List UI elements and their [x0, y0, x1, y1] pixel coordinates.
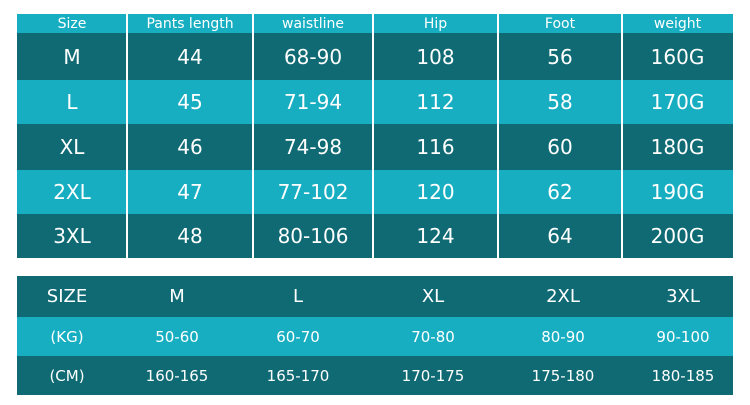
header-cell: XL: [421, 286, 445, 307]
table-cell: 200G: [622, 214, 733, 258]
table-cell: 44: [127, 33, 253, 80]
header-cell: 3XL: [666, 286, 700, 307]
column-divider: [372, 14, 374, 258]
table-cell: 74-98: [253, 124, 373, 170]
table-cell: XL: [17, 124, 127, 170]
column-divider: [621, 14, 623, 258]
table-cell: 46: [127, 124, 253, 170]
table-cell: 64: [498, 214, 622, 258]
table-cell: 170G: [622, 80, 733, 124]
table-cell: 80-106: [253, 214, 373, 258]
table-cell: 56: [498, 33, 622, 80]
table-cell: 108: [373, 33, 498, 80]
table-cell: 180-185: [651, 366, 715, 385]
header-cell: L: [292, 286, 304, 307]
header-cell: M: [169, 286, 185, 307]
table-row: [17, 356, 733, 395]
header-cell: 2XL: [546, 286, 580, 307]
table-cell: 50-60: [155, 327, 199, 346]
table-cell: 160G: [622, 33, 733, 80]
table-cell: 112: [373, 80, 498, 124]
header-cell: Hip: [373, 14, 498, 33]
table-cell: 58: [498, 80, 622, 124]
table-cell: M: [17, 33, 127, 80]
table-cell: 120: [373, 170, 498, 214]
table-cell: 90-100: [656, 327, 710, 346]
table-cell: 3XL: [17, 214, 127, 258]
table-cell: 160-165: [145, 366, 209, 385]
column-divider: [252, 14, 254, 258]
table-cell: (CM): [49, 366, 85, 385]
table-cell: 70-80: [411, 327, 455, 346]
table-cell: 170-175: [401, 366, 465, 385]
table-cell: 124: [373, 214, 498, 258]
table-cell: 116: [373, 124, 498, 170]
column-divider: [497, 14, 499, 258]
table-cell: 68-90: [253, 33, 373, 80]
header-cell: Pants length: [127, 14, 253, 33]
table-cell: 62: [498, 170, 622, 214]
table-cell: 60-70: [276, 327, 320, 346]
table-cell: 48: [127, 214, 253, 258]
table-cell: (KG): [50, 327, 84, 346]
table-row: [17, 317, 733, 356]
table-cell: 190G: [622, 170, 733, 214]
table-cell: L: [17, 80, 127, 124]
table-cell: 2XL: [17, 170, 127, 214]
table-cell: 80-90: [541, 327, 585, 346]
table-cell: 180G: [622, 124, 733, 170]
table-cell: 71-94: [253, 80, 373, 124]
table-cell: 77-102: [253, 170, 373, 214]
header-cell: waistline: [253, 14, 373, 33]
column-divider: [126, 14, 128, 258]
header-cell: weight: [622, 14, 733, 33]
table-row: [17, 276, 733, 317]
table-cell: 165-170: [266, 366, 330, 385]
header-cell: Size: [17, 14, 127, 33]
header-cell: Foot: [498, 14, 622, 33]
header-cell: SIZE: [46, 286, 88, 307]
table-cell: 45: [127, 80, 253, 124]
table-cell: 175-180: [531, 366, 595, 385]
table-cell: 47: [127, 170, 253, 214]
table-cell: 60: [498, 124, 622, 170]
